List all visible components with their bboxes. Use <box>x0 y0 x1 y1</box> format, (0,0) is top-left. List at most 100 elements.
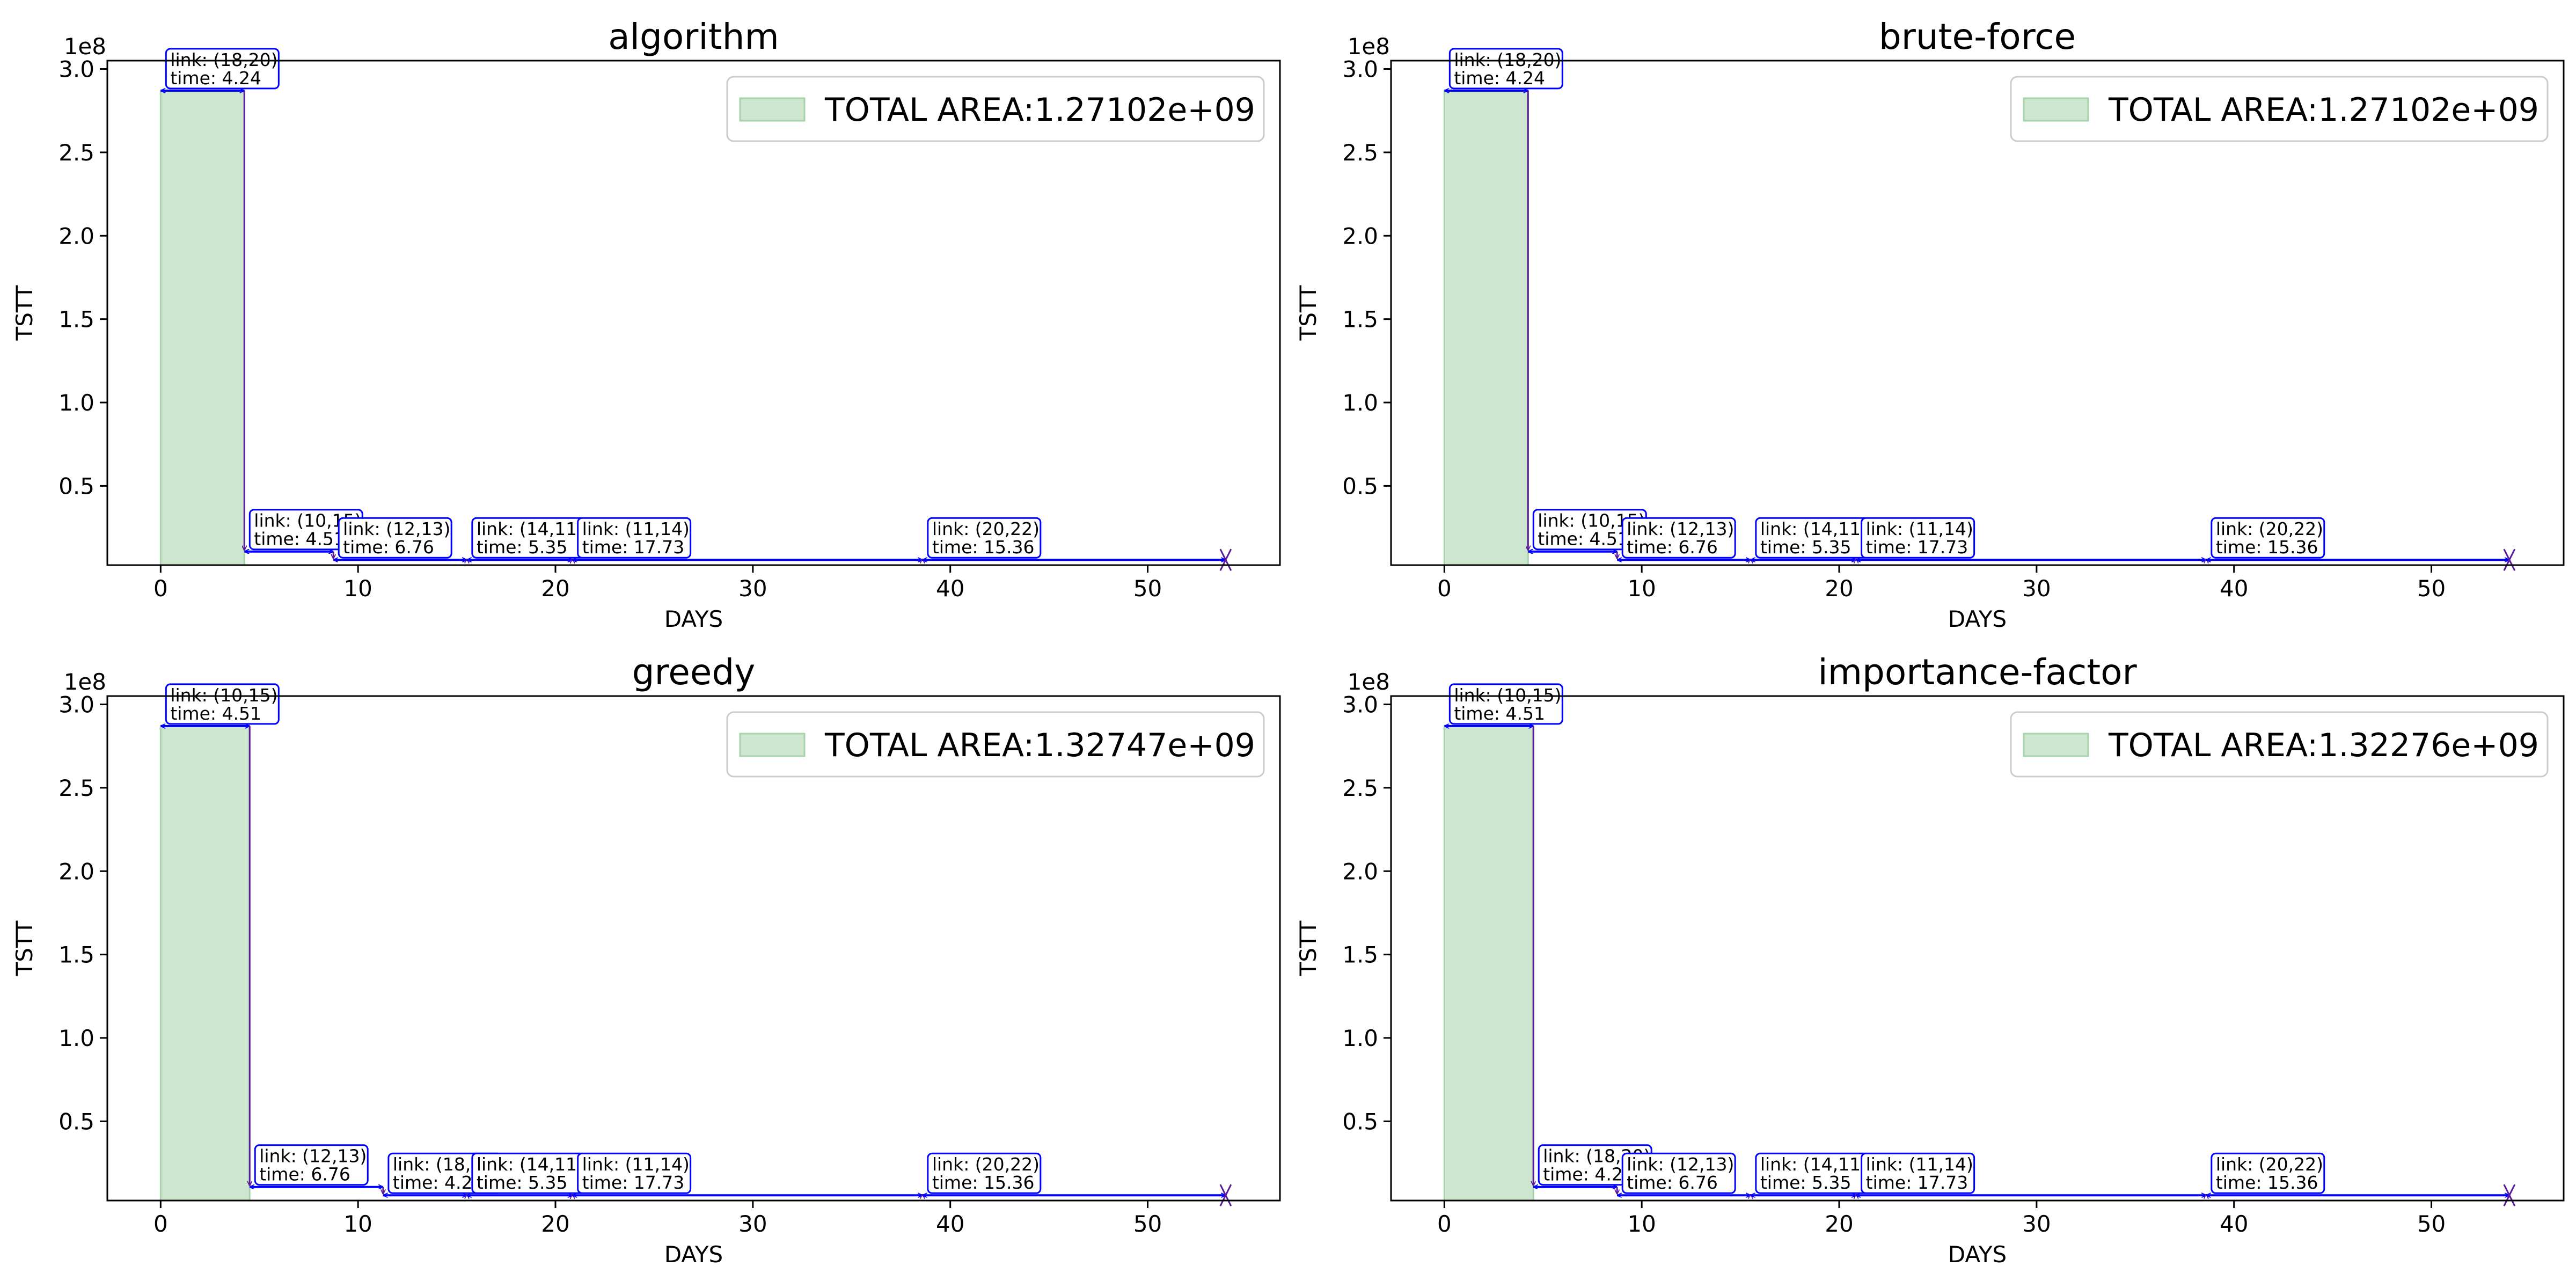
step-time-label: time: 17.73 <box>1866 1172 1968 1193</box>
step-time-label: time: 15.36 <box>932 537 1035 558</box>
x-tick-label: 10 <box>343 1211 372 1237</box>
step-label-box <box>927 517 1042 559</box>
step-link-label: link: (12,13) <box>259 1146 367 1167</box>
legend-swatch <box>2023 733 2089 757</box>
y-offset-label: 1e8 <box>1348 33 1390 60</box>
y-tick-label: 3.0 <box>1342 692 1378 718</box>
y-tick-label: 2.0 <box>58 223 94 249</box>
step-link-label: link: (20,22) <box>2216 518 2323 539</box>
y-tick-label: 2.0 <box>1342 223 1378 249</box>
legend-label: TOTAL AREA:1.32276e+09 <box>2108 727 2539 764</box>
step-time-label: time: 17.73 <box>582 537 685 558</box>
end-marker <box>1219 1184 1232 1206</box>
x-tick-label: 40 <box>2220 1211 2248 1237</box>
step-label-box <box>927 1152 1042 1194</box>
step-time-label: time: 5.35 <box>1760 537 1851 558</box>
y-tick-label: 0.5 <box>58 1108 94 1135</box>
legend-label: TOTAL AREA:1.27102e+09 <box>824 91 1255 129</box>
y-tick-label: 2.0 <box>1342 858 1378 884</box>
step-time-label: time: 5.35 <box>1760 1172 1851 1193</box>
legend-swatch <box>2023 97 2089 122</box>
x-tick-label: 0 <box>1437 575 1452 602</box>
end-marker <box>2503 1184 2516 1206</box>
step-link-label: link: (14,11) <box>477 1154 584 1175</box>
step-link-label: link: (18,20) <box>1454 49 1561 70</box>
x-tick-label: 0 <box>153 1211 168 1237</box>
y-tick-label: 1.5 <box>58 306 94 333</box>
y-tick-label: 1.0 <box>1342 390 1378 416</box>
y-tick-label: 2.5 <box>1342 140 1378 166</box>
step-time-label: time: 17.73 <box>1866 537 1968 558</box>
x-tick-label: 10 <box>1627 1211 1656 1237</box>
step-time-label: time: 4.51 <box>254 529 345 550</box>
step-link-label: link: (20,22) <box>932 1154 1040 1175</box>
chart-title: greedy <box>632 652 756 693</box>
legend-box <box>726 711 1265 778</box>
legend-label: TOTAL AREA:1.27102e+09 <box>2108 91 2539 129</box>
chart-title: brute-force <box>1879 16 2076 57</box>
y-tick-label: 0.5 <box>1342 1108 1378 1135</box>
step-time-label: time: 15.36 <box>932 1172 1035 1193</box>
y-tick-label: 3.0 <box>58 692 94 718</box>
x-tick-label: 20 <box>541 575 569 602</box>
step-time-label: time: 15.36 <box>2216 1172 2318 1193</box>
step-label-box <box>1448 683 1563 725</box>
total-area-fill <box>159 725 251 1202</box>
y-tick-label: 1.5 <box>58 942 94 968</box>
axes-frame <box>106 695 1281 1202</box>
step-time-label: time: 6.76 <box>1627 537 1718 558</box>
step-label-box <box>577 517 692 559</box>
axes-frame <box>106 60 1281 566</box>
x-tick-label: 40 <box>936 1211 964 1237</box>
step-label-box <box>165 683 280 725</box>
y-tick-label: 1.5 <box>1342 306 1378 333</box>
step-link-label: link: (12,13) <box>1627 1154 1734 1175</box>
y-offset-label: 1e8 <box>1348 669 1390 695</box>
x-tick-label: 20 <box>1825 1211 1853 1237</box>
y-tick-label: 1.5 <box>1342 942 1378 968</box>
axes-frame <box>1390 695 2565 1202</box>
step-time-label: time: 4.51 <box>170 703 261 724</box>
x-tick-label: 30 <box>738 575 767 602</box>
end-marker <box>1219 548 1232 571</box>
step-time-label: time: 6.76 <box>259 1164 350 1185</box>
legend-box <box>2010 76 2549 142</box>
y-tick-label: 2.5 <box>58 140 94 166</box>
step-link-label: link: (14,11) <box>1760 1154 1868 1175</box>
legend-box <box>2010 711 2549 778</box>
step-link-label: link: (14,11) <box>1760 518 1868 539</box>
step-label-box <box>577 1152 692 1194</box>
x-tick-label: 30 <box>2022 1211 2051 1237</box>
step-label-box <box>1448 48 1563 90</box>
step-link-label: link: (10,15) <box>1454 685 1561 706</box>
x-tick-label: 20 <box>541 1211 569 1237</box>
step-time-label: time: 5.35 <box>477 537 568 558</box>
end-marker <box>2503 548 2516 571</box>
axes-frame <box>1390 60 2565 566</box>
step-label-box <box>338 517 452 559</box>
step-time-label: time: 5.35 <box>477 1172 568 1193</box>
step-link-label: link: (12,13) <box>343 518 450 539</box>
step-link-label: link: (18,20) <box>170 49 277 70</box>
step-label-box <box>165 48 280 90</box>
step-label-box <box>254 1144 369 1186</box>
step-time-label: time: 4.24 <box>170 68 261 89</box>
x-axis-label: DAYS <box>1948 606 2007 632</box>
step-link-label: link: (11,14) <box>1866 1154 1973 1175</box>
step-time-label: time: 4.51 <box>1538 529 1629 550</box>
x-tick-label: 0 <box>1437 1211 1452 1237</box>
legend-swatch <box>739 97 806 122</box>
total-area-fill <box>1443 725 1534 1202</box>
y-axis-label: TSTT <box>1295 285 1321 341</box>
y-axis-label: TSTT <box>11 920 38 976</box>
y-tick-label: 1.0 <box>1342 1025 1378 1051</box>
x-tick-label: 10 <box>343 575 372 602</box>
step-link-label: link: (20,22) <box>2216 1154 2323 1175</box>
step-link-label: link: (11,14) <box>582 1154 690 1175</box>
step-link-label: link: (20,22) <box>932 518 1040 539</box>
y-axis-label: TSTT <box>11 285 38 341</box>
step-label-box <box>2211 517 2325 559</box>
